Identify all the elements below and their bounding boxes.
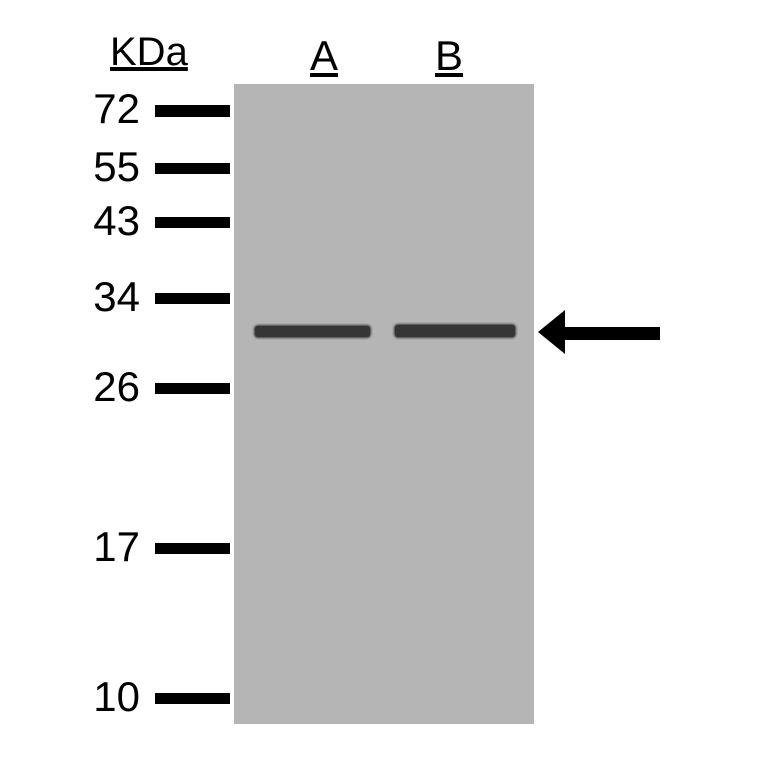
mw-label-10: 10	[93, 673, 140, 721]
mw-tick-17	[155, 543, 230, 554]
band-lane-a	[255, 326, 370, 337]
lane-label-b: B	[435, 32, 463, 80]
blot-membrane	[234, 84, 534, 724]
mw-tick-26	[155, 383, 230, 394]
mw-label-72: 72	[93, 85, 140, 133]
mw-label-17: 17	[93, 523, 140, 571]
mw-tick-43	[155, 217, 230, 228]
mw-label-26: 26	[93, 363, 140, 411]
mw-label-43: 43	[93, 197, 140, 245]
axis-label-kda: KDa	[110, 30, 188, 75]
arrow-head-icon	[538, 310, 565, 354]
mw-tick-10	[155, 693, 230, 704]
mw-tick-72	[155, 105, 230, 117]
mw-label-55: 55	[93, 143, 140, 191]
arrow-shaft	[560, 327, 660, 340]
mw-label-34: 34	[93, 273, 140, 321]
western-blot-image: KDa 72 55 43 34 26 17 10 A B	[0, 0, 764, 764]
mw-tick-55	[155, 163, 230, 174]
lane-label-a: A	[310, 32, 338, 80]
band-lane-b	[395, 325, 515, 337]
mw-tick-34	[155, 293, 230, 304]
